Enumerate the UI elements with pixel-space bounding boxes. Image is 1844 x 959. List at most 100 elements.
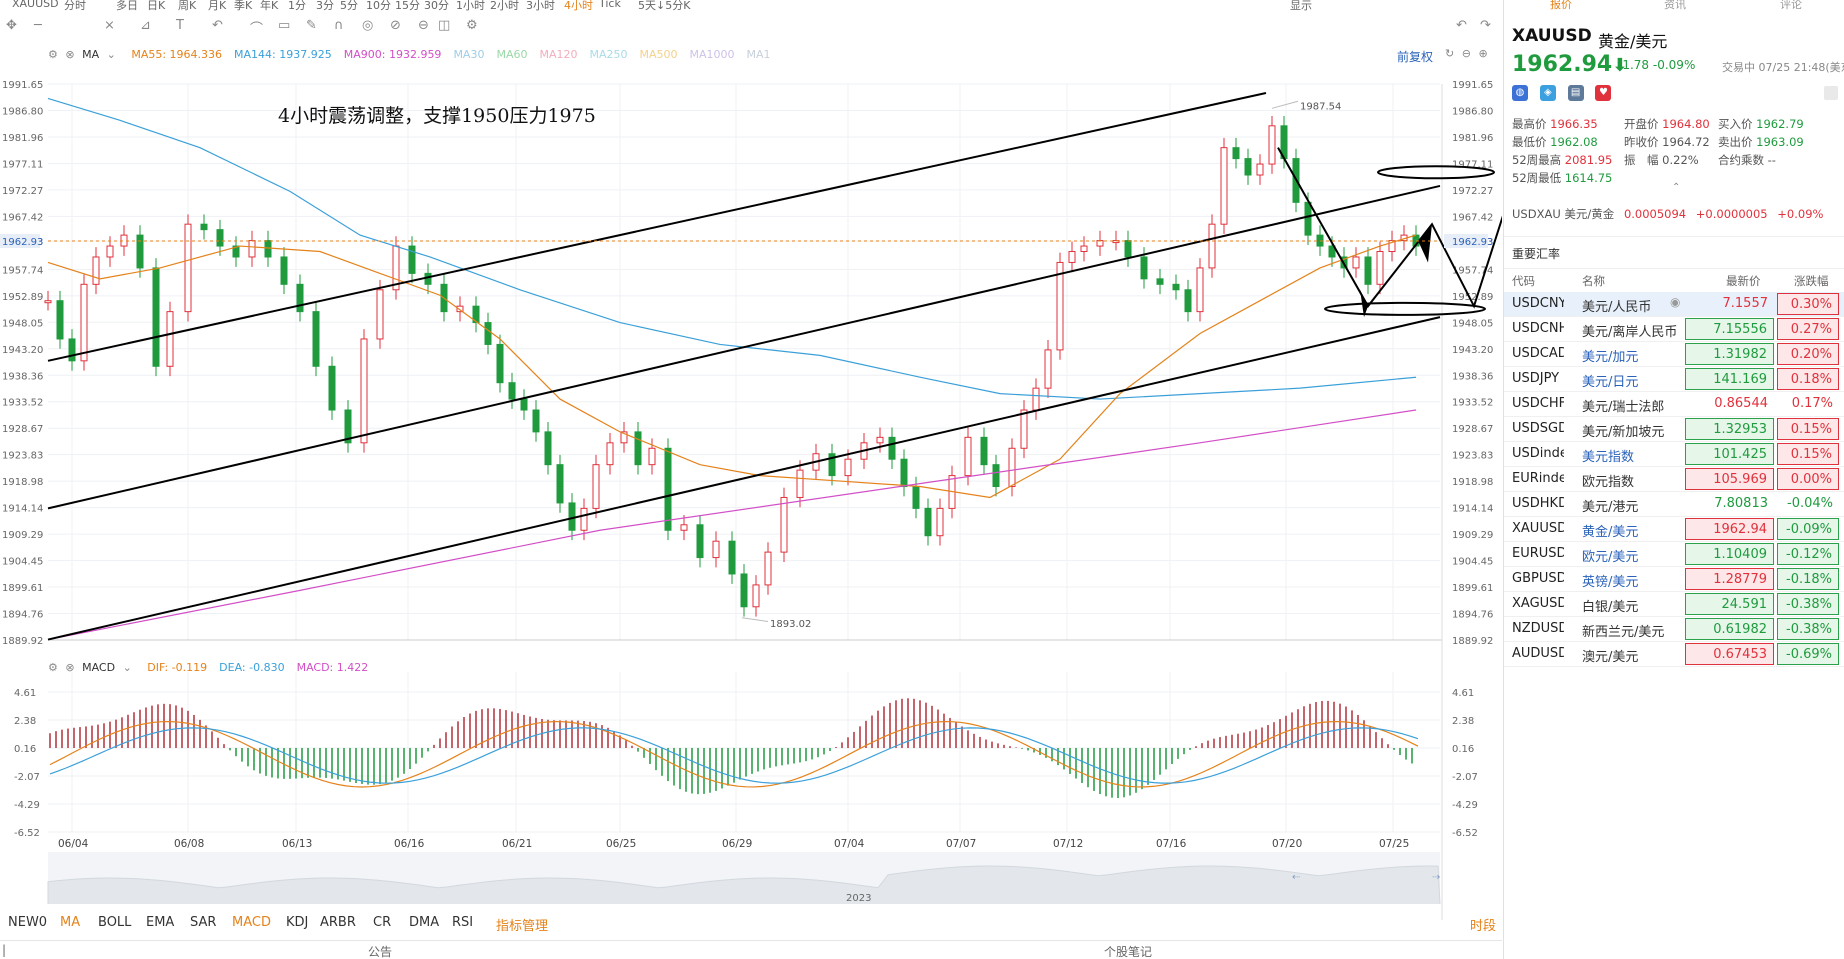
period-18[interactable]: 5天↓5分K — [638, 0, 691, 12]
fx-row[interactable]: USDSGD 美元/新加坡元 1.32953 0.15% — [1504, 417, 1844, 442]
heart-icon[interactable]: ♥ — [1595, 85, 1612, 101]
comment-tool-icon[interactable]: ▭ — [278, 18, 291, 33]
period-0[interactable]: 分时 — [64, 0, 86, 12]
arrow-tool-icon[interactable]: ↶ — [212, 18, 223, 33]
fx-header-cell[interactable]: 涨跌幅 — [1794, 274, 1829, 288]
hide-tool-icon[interactable]: ⊘ — [390, 18, 401, 33]
fx-row[interactable]: NZDUSD 新西兰元/美元 0.61982 -0.38% — [1504, 617, 1844, 642]
close-icon[interactable]: ⊗ — [65, 48, 75, 61]
period-11[interactable]: 15分 — [395, 0, 420, 12]
pencil-tool-icon[interactable]: ✎ — [306, 18, 317, 33]
period-13[interactable]: 1小时 — [456, 0, 485, 12]
period-12[interactable]: 30分 — [424, 0, 449, 12]
chevron-down-icon[interactable]: ⌄ — [122, 661, 132, 674]
toolbar-symbol[interactable]: XAUUSD — [12, 0, 59, 10]
fx-row[interactable]: USDCHF 美元/瑞士法郎 0.86544 0.17% — [1504, 392, 1844, 417]
collapse-icon[interactable]: ⌃ — [1672, 182, 1681, 193]
doc-icon[interactable]: ▤ — [1567, 85, 1584, 101]
footer-notice[interactable]: 公告 — [368, 945, 393, 959]
period-7[interactable]: 1分 — [288, 0, 306, 12]
time-range-button[interactable]: 时段 — [1470, 919, 1497, 934]
fx-row[interactable]: XAUUSD 黄金/美元 1962.94 -0.09% — [1504, 517, 1844, 542]
cross-rate[interactable]: USDXAU 美元/黄金 0.0005094 +0.0000005 +0.09% — [1512, 206, 1823, 222]
ma-legend-item[interactable]: MA900: 1932.959 — [343, 48, 442, 61]
indicator-tab-rsi[interactable]: RSI — [452, 915, 474, 930]
adjust-mode[interactable]: 前复权 — [1397, 50, 1434, 64]
candlestick-chart[interactable]: 1991.65 1991.65 1986.80 1986.80 1981.96 1981.… — [0, 40, 1502, 920]
gear-icon[interactable]: ⚙ — [48, 661, 58, 674]
display-menu[interactable]: 显示 — [1290, 0, 1312, 12]
ma-legend-item[interactable]: MA500 — [639, 48, 678, 61]
period-4[interactable]: 月K — [208, 0, 227, 12]
crosshair-icon[interactable]: ✥ — [6, 18, 17, 33]
indicator-tab-cr[interactable]: CR — [373, 915, 392, 930]
eye-tool-icon[interactable]: ◎ — [362, 18, 374, 33]
globe-icon[interactable]: ◍ — [1512, 85, 1528, 101]
eye-icon[interactable]: ◉ — [1670, 295, 1681, 309]
macd-legend-item[interactable]: DEA: -0.830 — [219, 661, 285, 674]
fork-tool-icon[interactable]: ⨯ — [104, 18, 115, 33]
period-2[interactable]: 日K — [147, 0, 166, 12]
fx-row[interactable]: USDCNH 美元/离岸人民币 7.15556 0.27% — [1504, 317, 1844, 342]
panel-tab-1[interactable]: 资讯 — [1664, 0, 1686, 10]
ma-legend-item[interactable]: MA120 — [539, 48, 578, 61]
text-tool-icon[interactable]: T — [176, 18, 184, 33]
lock-tool-icon[interactable]: ⊖ — [418, 18, 429, 33]
chevron-down-icon[interactable]: ⌄ — [106, 48, 116, 61]
fx-row[interactable]: USDCAD 美元/加元 1.31982 0.20% — [1504, 342, 1844, 367]
period-9[interactable]: 5分 — [340, 0, 358, 12]
ma-legend-item[interactable]: MA250 — [589, 48, 628, 61]
ma-legend-item[interactable]: MA144: 1937.925 — [234, 48, 332, 61]
indicator-tab-ma[interactable]: MA — [60, 915, 81, 930]
fx-row[interactable]: GBPUSD 英镑/美元 1.28779 -0.18% — [1504, 567, 1844, 592]
fx-row[interactable]: AUDUSD 澳元/美元 0.67453 -0.69% — [1504, 642, 1844, 667]
macd-legend-item[interactable]: MACD: 1.422 — [296, 661, 369, 674]
indicator-tab-dma[interactable]: DMA — [409, 915, 440, 930]
indicator-tab-kdj[interactable]: KDJ — [286, 915, 309, 930]
fx-row[interactable]: USDJPY 美元/日元 141.169 0.18% — [1504, 367, 1844, 392]
period-15[interactable]: 3小时 — [526, 0, 555, 12]
fx-row[interactable]: USDHKD 美元/港元 7.80813 -0.04% — [1504, 492, 1844, 517]
redo-icon[interactable]: ↷ — [1480, 18, 1491, 33]
ma-legend-item[interactable]: MA1000 — [689, 48, 735, 61]
ma-legend-item[interactable]: MA30 — [453, 48, 485, 61]
indicator-tab-arbr[interactable]: ARBR — [320, 915, 356, 930]
zoom-out-icon[interactable]: ⊖ — [1461, 47, 1471, 60]
line-tool-icon[interactable]: ─ — [34, 18, 42, 33]
ma-label[interactable]: MA — [82, 48, 100, 61]
macd-label[interactable]: MACD — [82, 661, 116, 674]
bell-icon[interactable] — [1824, 86, 1838, 100]
footer-notes[interactable]: 个股笔记 — [1104, 945, 1153, 959]
panel-tab-2[interactable]: 评论 — [1780, 0, 1802, 10]
period-1[interactable]: 多日 — [116, 0, 138, 12]
panel-tab-0[interactable]: 报价 — [1550, 0, 1572, 10]
refresh-icon[interactable]: ↻ — [1445, 47, 1455, 60]
period-6[interactable]: 年K — [260, 0, 279, 12]
fx-header-cell[interactable]: 最新价 — [1726, 274, 1761, 288]
fx-row[interactable]: EURUSD 欧元/美元 1.10409 -0.12% — [1504, 542, 1844, 567]
indicator-tab-macd[interactable]: MACD — [232, 915, 271, 930]
period-14[interactable]: 2小时 — [490, 0, 519, 12]
fx-header-cell[interactable]: 名称 — [1582, 274, 1605, 288]
indicator-tab-new0[interactable]: NEW0 — [8, 915, 48, 930]
zoom-in-icon[interactable]: ⊕ — [1478, 47, 1488, 60]
period-8[interactable]: 3分 — [316, 0, 334, 12]
settings-tool-icon[interactable]: ⚙ — [466, 18, 478, 33]
period-5[interactable]: 季K — [234, 0, 253, 12]
tag-icon[interactable]: ◈ — [1539, 85, 1556, 101]
ma-legend-item[interactable]: MA60 — [496, 48, 528, 61]
period-3[interactable]: 周K — [178, 0, 197, 12]
ma-legend-item[interactable]: MA55: 1964.336 — [131, 48, 223, 61]
fx-header-cell[interactable]: 代码 — [1512, 274, 1535, 288]
magnet-tool-icon[interactable]: ∩ — [334, 18, 344, 33]
macd-legend-item[interactable]: DIF: -0.119 — [147, 661, 208, 674]
period-17[interactable]: Tick — [599, 0, 621, 10]
indicator-tab-指标管理[interactable]: 指标管理 — [496, 919, 549, 934]
undo-icon[interactable]: ↶ — [1456, 18, 1467, 33]
indicator-tab-boll[interactable]: BOLL — [98, 915, 132, 930]
period-16[interactable]: 4小时 — [564, 0, 593, 12]
indicator-tab-ema[interactable]: EMA — [146, 915, 175, 930]
close-icon[interactable]: ⊗ — [65, 661, 75, 674]
comment2-tool-icon[interactable]: ◫ — [438, 18, 451, 33]
